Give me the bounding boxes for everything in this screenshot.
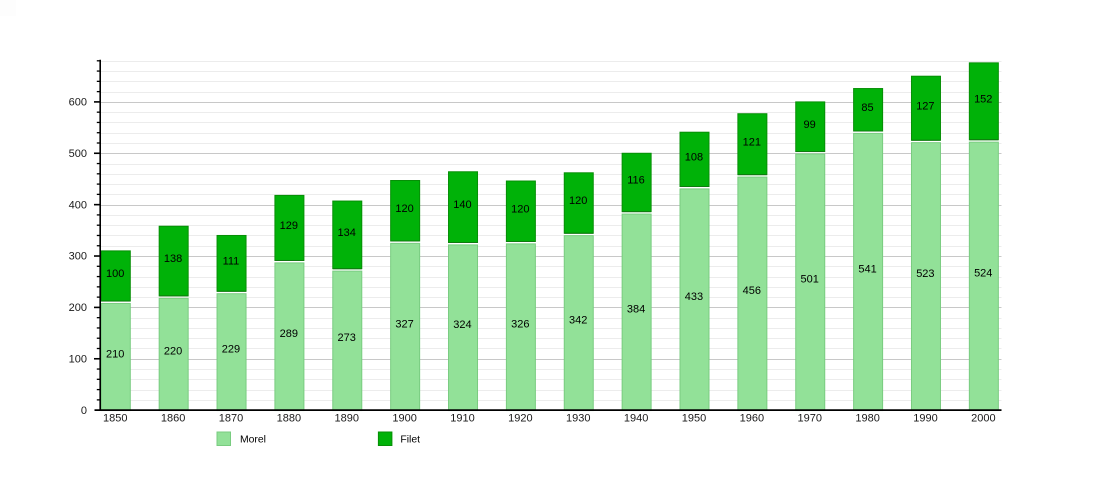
svg-text:134: 134 bbox=[338, 227, 356, 239]
svg-text:501: 501 bbox=[800, 274, 818, 286]
svg-text:200: 200 bbox=[69, 302, 87, 314]
svg-text:108: 108 bbox=[685, 151, 703, 163]
svg-text:1950: 1950 bbox=[682, 412, 706, 424]
svg-text:456: 456 bbox=[743, 285, 761, 297]
svg-text:229: 229 bbox=[222, 343, 240, 355]
svg-text:140: 140 bbox=[453, 199, 471, 211]
svg-text:138: 138 bbox=[164, 253, 182, 265]
svg-text:100: 100 bbox=[106, 268, 124, 280]
svg-text:384: 384 bbox=[627, 304, 645, 316]
svg-text:342: 342 bbox=[569, 314, 587, 326]
svg-text:210: 210 bbox=[106, 348, 124, 360]
svg-text:600: 600 bbox=[69, 97, 87, 109]
svg-text:0: 0 bbox=[81, 405, 87, 417]
svg-text:1940: 1940 bbox=[624, 412, 648, 424]
svg-text:1890: 1890 bbox=[335, 412, 359, 424]
svg-text:1970: 1970 bbox=[797, 412, 821, 424]
svg-text:289: 289 bbox=[280, 328, 298, 340]
svg-text:326: 326 bbox=[511, 319, 529, 331]
svg-text:127: 127 bbox=[916, 100, 934, 112]
svg-text:524: 524 bbox=[974, 268, 992, 280]
svg-text:152: 152 bbox=[974, 93, 992, 105]
svg-text:1870: 1870 bbox=[219, 412, 243, 424]
svg-text:1910: 1910 bbox=[450, 412, 474, 424]
svg-text:1900: 1900 bbox=[392, 412, 416, 424]
svg-text:400: 400 bbox=[69, 199, 87, 211]
svg-text:541: 541 bbox=[858, 263, 876, 275]
svg-text:500: 500 bbox=[69, 148, 87, 160]
svg-text:1960: 1960 bbox=[740, 412, 764, 424]
svg-text:1990: 1990 bbox=[913, 412, 937, 424]
svg-text:120: 120 bbox=[511, 203, 529, 215]
svg-text:Filet: Filet bbox=[400, 434, 420, 445]
svg-text:Morel: Morel bbox=[240, 434, 266, 445]
svg-text:121: 121 bbox=[743, 136, 761, 148]
svg-text:120: 120 bbox=[569, 195, 587, 207]
svg-text:327: 327 bbox=[395, 318, 413, 330]
svg-text:324: 324 bbox=[453, 319, 471, 331]
svg-text:99: 99 bbox=[804, 119, 816, 131]
svg-text:1980: 1980 bbox=[855, 412, 879, 424]
svg-text:85: 85 bbox=[861, 102, 873, 114]
svg-text:1920: 1920 bbox=[508, 412, 532, 424]
svg-text:300: 300 bbox=[69, 251, 87, 263]
svg-text:523: 523 bbox=[916, 268, 934, 280]
svg-text:2000: 2000 bbox=[971, 412, 995, 424]
svg-text:1860: 1860 bbox=[161, 412, 185, 424]
svg-text:111: 111 bbox=[223, 255, 240, 267]
svg-text:120: 120 bbox=[395, 203, 413, 215]
svg-text:220: 220 bbox=[164, 346, 182, 358]
svg-text:129: 129 bbox=[280, 220, 298, 232]
svg-text:100: 100 bbox=[69, 353, 87, 365]
svg-text:1850: 1850 bbox=[103, 412, 127, 424]
svg-text:116: 116 bbox=[627, 175, 645, 187]
svg-text:433: 433 bbox=[685, 291, 703, 303]
svg-text:1930: 1930 bbox=[566, 412, 590, 424]
svg-text:1880: 1880 bbox=[277, 412, 301, 424]
svg-text:273: 273 bbox=[338, 332, 356, 344]
